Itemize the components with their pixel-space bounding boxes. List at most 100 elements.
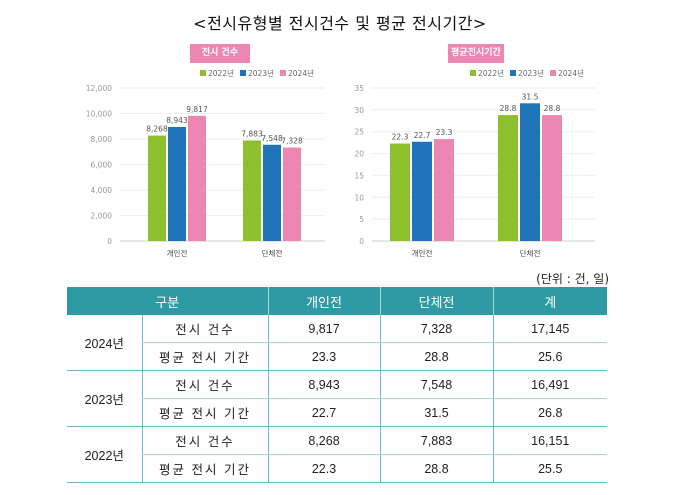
average-duration-chart: 2022년 2023년 2024년 0 5 10 15 20 25 30 35 22.3 22.7 23.… — [354, 68, 595, 258]
total-value-cell: 16,151 — [492, 426, 608, 455]
table-row: 2024년 전시 건수 9,817 7,328 17,145 — [67, 315, 608, 371]
y-tick-label: 5 — [359, 215, 364, 224]
individual-value-cell: 22.7 — [267, 398, 381, 427]
total-value-cell: 16,491 — [492, 370, 608, 399]
table-row: 2023년 전시 건수 8,943 7,548 16,491 — [67, 370, 608, 427]
table-row: 평균 전시 기간 22.7 31.5 26.8 — [67, 398, 608, 427]
x-category-label: 단체전 — [262, 248, 283, 258]
bar-value-label: 28.8 — [544, 104, 561, 113]
exhibition-count-chart: 2022년 2023년 2024년 0 2,000 4,000 6,000 8,000 10,0… — [86, 68, 325, 258]
bar — [148, 135, 166, 241]
table-header-row: 구분 개인전 단체전 계 — [67, 287, 608, 315]
header-group: 단체전 — [379, 287, 494, 315]
group-value-cell: 28.8 — [379, 454, 494, 483]
bar-value-label: 9,817 — [186, 105, 208, 114]
row-label-cell: 전시 건수 — [141, 315, 269, 343]
y-tick-label: 8,000 — [91, 135, 113, 144]
bar-value-label: 7,548 — [261, 134, 283, 143]
unit-label: (단위 : 건, 일) — [536, 272, 609, 286]
legend-swatch — [470, 70, 476, 76]
row-label-cell: 평균 전시 기간 — [141, 398, 269, 427]
year-cell: 2024년 — [67, 315, 142, 371]
y-tick-label: 10 — [354, 193, 364, 202]
individual-value-cell: 9,817 — [267, 315, 381, 343]
legend-label: 2023년 — [518, 68, 544, 78]
y-tick-label: 2,000 — [91, 212, 113, 221]
y-tick-label: 20 — [354, 150, 364, 159]
y-tick-label: 0 — [359, 237, 364, 246]
y-tick-label: 10,000 — [86, 110, 112, 119]
bar — [412, 141, 432, 241]
chart-title-badge-average-duration: 평균전시기간 — [448, 44, 504, 63]
bar — [434, 139, 454, 241]
bar-value-label: 7,328 — [281, 137, 303, 146]
legend-swatch — [240, 70, 246, 76]
year-cell: 2022년 — [67, 426, 142, 483]
y-tick-label: 6,000 — [91, 161, 113, 170]
legend-swatch — [550, 70, 556, 76]
group-value-cell: 28.8 — [379, 342, 494, 371]
individual-value-cell: 23.3 — [267, 342, 381, 371]
table-row: 평균 전시 기간 23.3 28.8 25.6 — [67, 342, 608, 371]
individual-value-cell: 8,943 — [267, 370, 381, 399]
row-label-cell: 평균 전시 기간 — [141, 454, 269, 483]
header-individual: 개인전 — [267, 287, 381, 315]
chart-title-badge-exhibition-count: 전시 건수 — [190, 44, 250, 63]
total-value-cell: 26.8 — [492, 398, 608, 427]
bar — [520, 103, 540, 241]
bar — [168, 126, 186, 241]
bar — [283, 147, 301, 241]
individual-value-cell: 8,268 — [267, 426, 381, 455]
y-tick-label: 15 — [354, 171, 364, 180]
bar-value-label: 8,943 — [166, 116, 188, 125]
y-tick-label: 30 — [354, 106, 364, 115]
total-value-cell: 25.6 — [492, 342, 608, 371]
header-category: 구분 — [67, 287, 269, 315]
group-value-cell: 7,328 — [379, 315, 494, 343]
legend-label: 2023년 — [248, 68, 274, 78]
bar-value-label: 7,883 — [241, 129, 263, 138]
legend-label: 2024년 — [288, 68, 314, 78]
y-tick-label: 0 — [107, 237, 112, 246]
bar-value-label: 31.5 — [522, 92, 539, 101]
summary-table: 구분 개인전 단체전 계 2024년 전시 건수 9,817 7,328 17,145 평… — [67, 287, 608, 483]
x-category-label: 개인전 — [167, 248, 188, 258]
group-value-cell: 7,548 — [379, 370, 494, 399]
y-tick-label: 4,000 — [91, 186, 113, 195]
legend-label: 2022년 — [478, 68, 504, 78]
bar — [390, 143, 410, 241]
bar — [188, 115, 206, 241]
row-label-cell: 전시 건수 — [141, 370, 269, 399]
row-label-cell: 평균 전시 기간 — [141, 342, 269, 371]
y-tick-label: 35 — [354, 84, 364, 93]
x-category-label: 단체전 — [520, 248, 541, 258]
total-value-cell: 17,145 — [492, 315, 608, 343]
individual-value-cell: 22.3 — [267, 454, 381, 483]
bar — [498, 115, 518, 241]
bar-value-label: 22.7 — [414, 131, 431, 140]
total-value-cell: 25.5 — [492, 454, 608, 483]
bar-value-label: 22.3 — [392, 133, 409, 142]
year-cell: 2023년 — [67, 370, 142, 427]
page-title: <전시유형별 전시건수 및 평균 전시기간> — [193, 14, 487, 33]
legend-label: 2022년 — [208, 68, 234, 78]
bar — [263, 144, 281, 241]
y-tick-label: 25 — [354, 128, 364, 137]
bar — [542, 115, 562, 241]
group-value-cell: 31.5 — [379, 398, 494, 427]
group-value-cell: 7,883 — [379, 426, 494, 455]
legend-swatch — [200, 70, 206, 76]
legend-label: 2024년 — [558, 68, 584, 78]
y-tick-label: 12,000 — [86, 84, 112, 93]
legend-swatch — [280, 70, 286, 76]
legend-swatch — [510, 70, 516, 76]
bar-value-label: 8,268 — [146, 125, 168, 134]
table-row: 2022년 전시 건수 8,268 7,883 16,151 — [67, 426, 608, 483]
x-category-label: 개인전 — [412, 248, 433, 258]
bar — [243, 140, 261, 241]
header-total: 계 — [492, 287, 608, 315]
bar-value-label: 28.8 — [500, 104, 517, 113]
row-label-cell: 전시 건수 — [141, 426, 269, 455]
table-row: 평균 전시 기간 22.3 28.8 25.5 — [67, 454, 608, 483]
bar-value-label: 23.3 — [436, 128, 453, 137]
